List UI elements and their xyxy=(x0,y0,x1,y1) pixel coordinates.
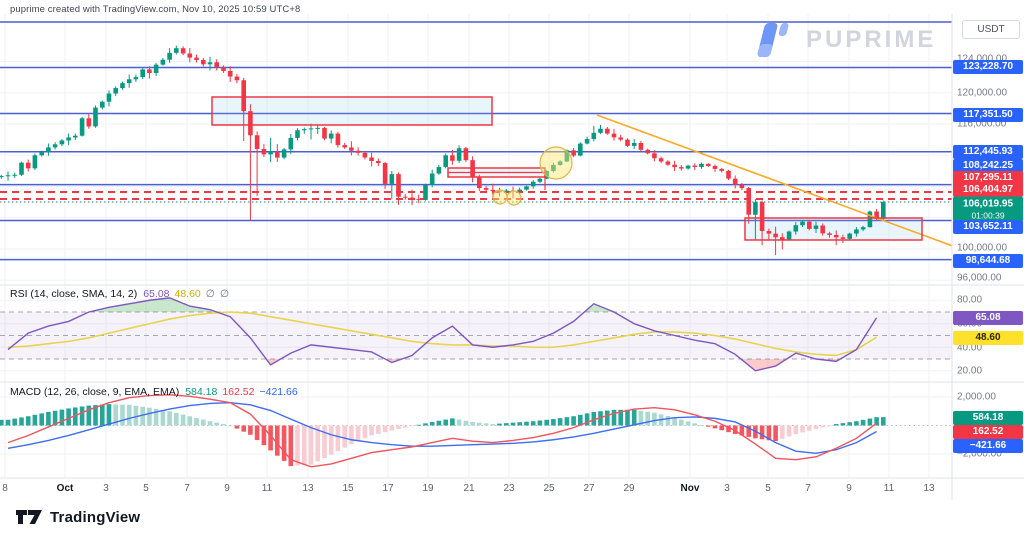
credit-text: puprime created with TradingView.com, No… xyxy=(10,4,301,15)
macd-legend-value: −421.66 xyxy=(259,386,298,398)
rsi-legend-value: 65.08 xyxy=(143,288,170,300)
time-axis-label: 5 xyxy=(765,483,771,494)
price-level-badge: 103,652.11 xyxy=(953,220,1023,234)
symbol-currency-label: USDT xyxy=(977,24,1005,35)
price-level-badge: 107,295.11 xyxy=(953,171,1023,185)
time-axis-label: 15 xyxy=(342,483,354,494)
macd-line xyxy=(7,394,878,468)
rsi-legend-value: ∅ xyxy=(205,288,215,300)
macd-histogram xyxy=(0,404,886,467)
bar-countdown: 01:00:39 xyxy=(971,210,1005,220)
tradingview-logo-icon xyxy=(16,510,42,524)
time-axis-label: 3 xyxy=(103,483,109,494)
time-axis-label: 11 xyxy=(261,483,273,494)
price-axis-label: 120,000.00 xyxy=(957,87,1008,99)
time-axis-label: 7 xyxy=(184,483,190,494)
price-level-badge: 98,644.68 xyxy=(953,254,1023,268)
price-axis-label: 116,000.00 xyxy=(957,118,1007,130)
time-axis-label: 8 xyxy=(2,483,8,494)
price-level-badge: 112,445.93 xyxy=(953,145,1023,159)
macd-signal-line xyxy=(7,401,877,454)
time-axis-label: 5 xyxy=(143,483,149,494)
time-axis-label: 17 xyxy=(382,483,394,494)
macd-value-badge: −421.66 xyxy=(953,439,1023,453)
rsi-value-badge: 65.08 xyxy=(953,311,1023,325)
time-axis-label: Nov xyxy=(680,483,700,494)
price-level-badge: 108,242.25 xyxy=(953,159,1023,173)
rsi-value-badge: 48.60 xyxy=(953,331,1023,345)
price-level-badge: 106,404.97 xyxy=(953,183,1023,197)
price-level-badge: 117,351.50 xyxy=(953,108,1023,122)
pane-separators xyxy=(0,14,1024,500)
candlesticks xyxy=(0,45,886,256)
time-axis-label: 13 xyxy=(923,483,935,494)
price-pane[interactable] xyxy=(0,21,958,261)
macd-legend-value: 584.18 xyxy=(185,386,218,398)
macd-pane[interactable] xyxy=(0,394,952,468)
time-axis-label: 25 xyxy=(543,483,555,494)
time-axis-label: 9 xyxy=(224,483,230,494)
rsi-legend-title: RSI (14, close, SMA, 14, 2) xyxy=(10,288,138,300)
macd-legend-value: 162.52 xyxy=(222,386,255,398)
last-price-value: 106,019.95 xyxy=(962,198,1014,209)
time-axis-label: 3 xyxy=(724,483,730,494)
tradingview-logo-text: TradingView xyxy=(50,508,141,526)
tradingview-logo[interactable]: TradingView xyxy=(16,507,140,527)
rsi-line xyxy=(7,297,878,372)
rsi-axis-label: 40.00 xyxy=(957,342,983,354)
macd-value-badge: 162.52 xyxy=(953,425,1023,439)
price-axis-label: 100,000.00 xyxy=(957,242,1008,254)
price-axis-label: 124,000.00 xyxy=(957,53,1008,65)
rsi-axis-label: 80.00 xyxy=(957,294,983,306)
rsi-legend-value: 48.60 xyxy=(174,288,201,300)
time-axis-label: 11 xyxy=(883,483,895,494)
time-axis-label: 27 xyxy=(583,483,595,494)
macd-axis-label: −2,000.00 xyxy=(957,448,1002,460)
macd-value-badge: 584.18 xyxy=(953,411,1023,425)
rsi-axis-label: 20.00 xyxy=(957,365,983,377)
time-axis-label: 7 xyxy=(805,483,811,494)
rsi-pane[interactable] xyxy=(0,286,952,382)
rsi-sma-line xyxy=(7,311,878,357)
time-axis-label: 19 xyxy=(422,483,434,494)
rsi-legend-value: ∅ xyxy=(219,288,230,300)
price-axis-label: 96,000.00 xyxy=(957,272,1002,284)
time-axis-label: 29 xyxy=(623,483,635,494)
symbol-currency-box[interactable]: USDT xyxy=(962,20,1020,39)
last-price-badge: 106,019.95 01:00:39 xyxy=(953,196,1023,222)
rsi-legend[interactable]: RSI (14, close, SMA, 14, 2) 65.08 48.60 ∅ ∅ xyxy=(10,288,234,300)
time-axis-label: 23 xyxy=(503,483,515,494)
price-level-badge: 123,228.70 xyxy=(953,60,1023,74)
time-axis-label: 13 xyxy=(302,483,314,494)
macd-axis-label: 2,000.00 xyxy=(957,391,996,403)
macd-legend[interactable]: MACD (12, 26, close, 9, EMA, EMA) 584.18 1… xyxy=(10,386,303,398)
time-axis-label: 21 xyxy=(463,483,475,494)
time-axis-label: 9 xyxy=(846,483,852,494)
time-axis-label: Oct xyxy=(56,483,74,494)
macd-legend-title: MACD (12, 26, close, 9, EMA, EMA) xyxy=(10,386,180,398)
